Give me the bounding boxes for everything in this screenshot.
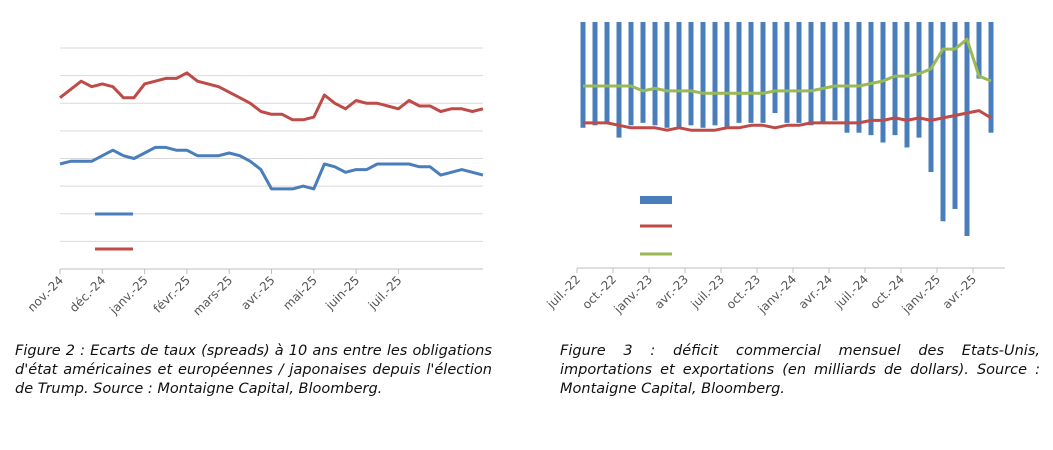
bar [832, 22, 838, 121]
legend-swatch [640, 196, 672, 204]
bar [640, 22, 646, 123]
x-tick-label: nov.-24 [25, 273, 66, 314]
bar [856, 22, 862, 133]
bar [580, 22, 586, 128]
bar [892, 22, 898, 136]
bar [748, 22, 754, 123]
x-tick-label: juin-25 [322, 273, 362, 313]
x-tick-label: juil.-25 [365, 273, 405, 313]
bar [616, 22, 622, 138]
x-tick-label: avr.-25 [940, 272, 979, 311]
bar [676, 22, 682, 128]
x-tick-label: mars-25 [190, 273, 235, 318]
x-tick-label: déc.-24 [67, 273, 109, 315]
bar [700, 22, 706, 128]
x-tick-label: juil.-23 [688, 272, 728, 312]
line-series [59, 145, 484, 191]
bar [664, 22, 670, 128]
bar [796, 22, 802, 123]
bar [736, 22, 742, 123]
x-tick-label: avr.-24 [796, 272, 835, 311]
bar [916, 22, 922, 138]
bar [976, 22, 982, 79]
bar [844, 22, 850, 133]
bar [592, 22, 598, 126]
x-tick-label: janv.-24 [755, 272, 799, 316]
bar [808, 22, 814, 126]
x-tick-label: févr.-25 [151, 273, 193, 315]
x-tick-label: mai-25 [280, 273, 320, 313]
caption: Figure 3 : déficit commercial mensuel de… [560, 343, 1040, 397]
x-tick-label: juil.-24 [832, 272, 872, 312]
bar [868, 22, 874, 136]
caption: Figure 2 : Ecarts de taux (spreads) à 10… [15, 343, 492, 397]
x-tick-label: janv.-25 [106, 273, 150, 317]
bar [928, 22, 934, 173]
x-tick-label: juil.-22 [544, 272, 584, 312]
bar [964, 22, 970, 237]
bar [940, 22, 946, 222]
x-tick-label: avr.-25 [238, 273, 277, 312]
x-tick-label: janv.-25 [899, 272, 943, 316]
bar [604, 22, 610, 123]
bar [904, 22, 910, 148]
bar [712, 22, 718, 126]
bar [772, 22, 778, 114]
line-series [59, 71, 484, 122]
bar [988, 22, 994, 133]
x-tick-label: avr.-23 [652, 272, 691, 311]
bar [820, 22, 826, 123]
bar [724, 22, 730, 128]
bar [688, 22, 694, 126]
bar [784, 22, 790, 123]
chart: juil.-22oct.-22janv.-23avr.-23juil.-23oc… [544, 22, 1005, 317]
line-series [583, 109, 992, 132]
x-tick-label: janv.-23 [611, 272, 655, 316]
bar [652, 22, 658, 126]
bar [628, 22, 634, 126]
bar [760, 22, 766, 123]
line-series [583, 37, 992, 95]
